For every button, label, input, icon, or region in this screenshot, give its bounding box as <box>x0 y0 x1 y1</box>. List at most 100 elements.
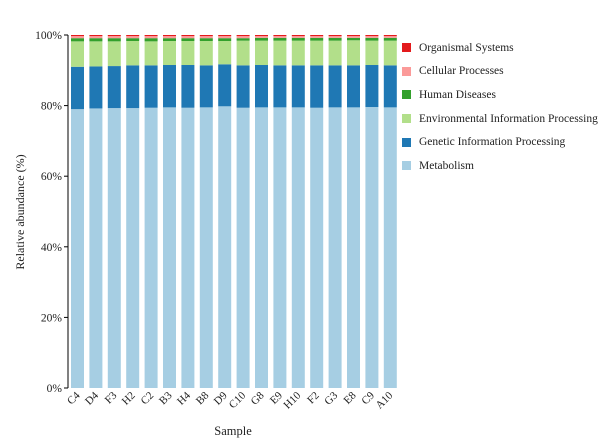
legend-label: Metabolism <box>419 159 474 172</box>
legend-label: Environmental Information Processing <box>419 112 598 125</box>
x-tick-label: H2 <box>120 390 138 408</box>
bar-segment <box>199 38 213 42</box>
bar-segment <box>328 40 342 66</box>
bar-segment <box>383 36 397 38</box>
bar-segment <box>199 107 213 389</box>
bar-segment <box>107 108 121 389</box>
bar-segment <box>218 36 232 39</box>
bar-segment <box>291 35 305 37</box>
y-tick-label: 80% <box>41 101 63 113</box>
bar-segment <box>255 65 268 108</box>
bar-segment <box>310 107 324 388</box>
bar-segment <box>310 36 324 38</box>
legend-label: Cellular Processes <box>419 65 504 78</box>
y-axis-title: Relative abundance (%) <box>13 154 27 269</box>
bar-segment <box>291 107 305 389</box>
bar-segment <box>163 38 176 42</box>
bar-segment <box>107 36 121 39</box>
bar-segment <box>107 35 121 37</box>
bar-segment <box>236 65 250 108</box>
legend-label: Human Diseases <box>419 88 496 101</box>
bar-segment <box>365 65 379 108</box>
x-tick-label: C2 <box>139 390 157 408</box>
x-tick-label: H4 <box>175 389 193 407</box>
x-tick-label: C10 <box>227 389 249 411</box>
bar-segment <box>291 40 305 66</box>
bar-segment <box>89 66 103 109</box>
bar-segment <box>163 65 176 108</box>
bar-segment <box>255 107 268 389</box>
bar-segment <box>181 65 195 108</box>
bar-segment <box>365 40 379 66</box>
bar-segment <box>255 36 268 38</box>
bar-segment <box>328 65 342 108</box>
bar-segment <box>310 40 324 66</box>
x-tick-label: H10 <box>282 389 304 411</box>
bar-segment <box>144 35 158 37</box>
bar-segment <box>310 35 324 37</box>
bar-segment <box>181 41 195 66</box>
legend: Organismal Systems Cellular Processes Hu… <box>402 36 598 178</box>
x-tick-label: B8 <box>194 389 212 407</box>
bar-segment <box>144 41 158 66</box>
bar-segment <box>199 36 213 39</box>
bar-segment <box>181 38 195 42</box>
legend-swatch <box>402 43 411 53</box>
x-tick-label: G3 <box>322 389 340 407</box>
x-tick-label: D9 <box>212 389 230 407</box>
bar-segment <box>163 36 176 39</box>
bar-segment <box>144 36 158 39</box>
bar-segment <box>218 38 232 42</box>
bar-segment <box>291 37 305 41</box>
legend-swatch <box>402 137 411 147</box>
x-axis-title: Sample <box>214 424 252 438</box>
bar-segment <box>273 107 287 389</box>
bar-segment <box>181 36 195 39</box>
bar-segment <box>273 35 287 37</box>
bar-segment <box>163 35 176 37</box>
bar-segment <box>273 36 287 38</box>
y-tick-label: 0% <box>47 383 63 395</box>
bar-segment <box>291 65 305 108</box>
x-tick-label: E8 <box>341 389 358 406</box>
legend-label: Genetic Information Processing <box>419 136 566 149</box>
bar-segment <box>383 40 397 66</box>
bar-segment <box>89 108 103 388</box>
bar-segment <box>347 107 360 389</box>
bar-segment <box>199 65 213 108</box>
y-tick-label: 40% <box>41 242 63 254</box>
y-tick-label: 60% <box>41 171 63 183</box>
bar-segment <box>71 41 84 67</box>
bar-segment <box>144 65 158 108</box>
bar-segment <box>365 37 379 41</box>
bar-segment <box>328 37 342 41</box>
bar-segment <box>126 41 140 66</box>
legend-item: Metabolism <box>402 154 598 178</box>
bar-segment <box>273 37 287 41</box>
bar-segment <box>71 35 84 37</box>
bar-segment <box>218 64 232 107</box>
bar-segment <box>71 38 84 42</box>
x-tick-label: D4 <box>83 389 101 407</box>
bar-segment <box>310 65 324 108</box>
bar-segment <box>273 40 287 66</box>
bar-segment <box>347 65 360 108</box>
bar-segment <box>144 107 158 388</box>
bar-segment <box>347 36 360 38</box>
bar-segment <box>347 35 360 37</box>
bar-segment <box>255 37 268 41</box>
bar-segment <box>218 106 232 388</box>
bar-segment <box>328 36 342 38</box>
bar-segment <box>89 36 103 39</box>
bar-segment <box>328 35 342 37</box>
bar-segment <box>126 36 140 39</box>
x-tick-label: F2 <box>305 390 322 407</box>
bar-segment <box>347 37 360 41</box>
bar-segment <box>126 38 140 42</box>
bar-segment <box>181 35 195 37</box>
bar-segment <box>89 35 103 37</box>
legend-swatch <box>402 114 411 124</box>
bar-segment <box>144 38 158 42</box>
bar-segment <box>71 109 84 388</box>
